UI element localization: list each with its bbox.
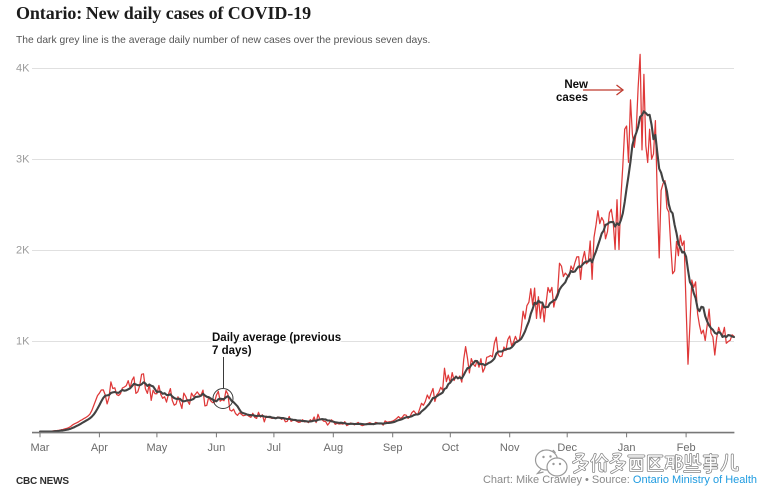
svg-text:4K: 4K bbox=[16, 63, 30, 75]
svg-text:Sep: Sep bbox=[383, 442, 403, 454]
svg-text:Feb: Feb bbox=[677, 442, 696, 454]
svg-text:Mar: Mar bbox=[31, 442, 50, 454]
svg-text:3K: 3K bbox=[16, 154, 30, 166]
svg-text:Oct: Oct bbox=[442, 442, 459, 454]
svg-text:Aug: Aug bbox=[324, 442, 344, 454]
svg-text:Jun: Jun bbox=[208, 442, 226, 454]
svg-text:May: May bbox=[147, 442, 168, 454]
svg-text:Dec: Dec bbox=[557, 442, 577, 454]
svg-text:2K: 2K bbox=[16, 245, 30, 257]
svg-text:Apr: Apr bbox=[91, 442, 108, 454]
svg-text:Nov: Nov bbox=[500, 442, 520, 454]
svg-text:1K: 1K bbox=[16, 336, 30, 348]
svg-text:Jul: Jul bbox=[267, 442, 281, 454]
svg-text:Jan: Jan bbox=[618, 442, 636, 454]
